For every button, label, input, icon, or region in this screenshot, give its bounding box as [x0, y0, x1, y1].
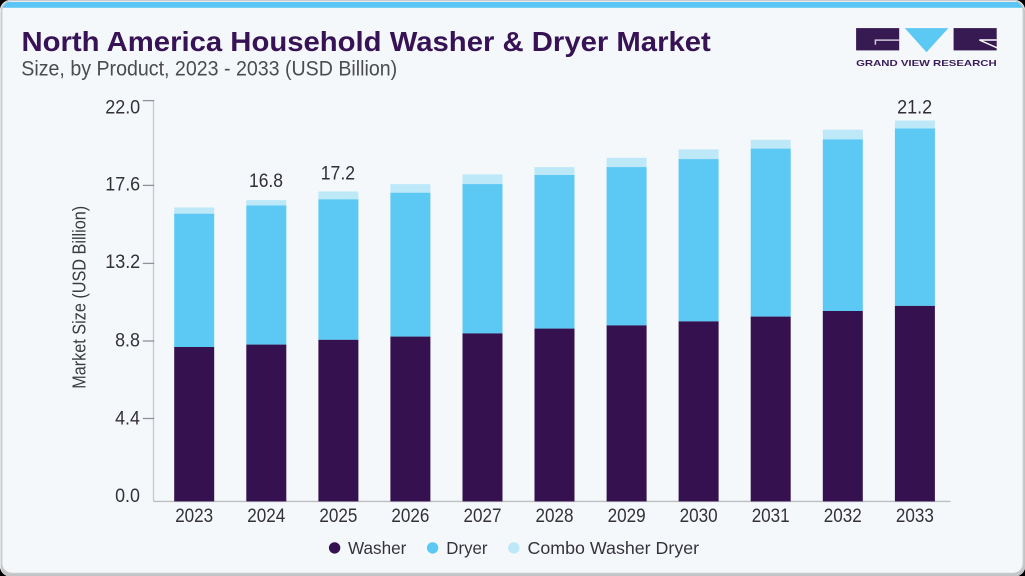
- svg-text:Size, by Product, 2023 - 2033: Size, by Product, 2023 - 2033 (USD Billi…: [21, 58, 397, 81]
- svg-text:North America Household Washer: North America Household Washer & Dryer M…: [22, 26, 711, 57]
- svg-text:2027: 2027: [464, 505, 502, 527]
- svg-text:0.0: 0.0: [115, 485, 140, 507]
- svg-text:2029: 2029: [608, 505, 646, 527]
- svg-text:8.8: 8.8: [115, 329, 140, 351]
- svg-text:22.0: 22.0: [105, 96, 140, 118]
- svg-text:Washer: Washer: [348, 538, 407, 558]
- svg-text:16.8: 16.8: [249, 170, 283, 192]
- svg-text:21.2: 21.2: [897, 96, 932, 118]
- svg-text:2028: 2028: [536, 505, 574, 527]
- svg-text:2025: 2025: [319, 505, 357, 527]
- svg-text:2030: 2030: [680, 505, 718, 527]
- svg-text:2023: 2023: [175, 505, 213, 527]
- svg-text:17.6: 17.6: [105, 174, 140, 196]
- svg-text:13.2: 13.2: [105, 251, 140, 273]
- svg-text:4.4: 4.4: [115, 407, 140, 429]
- svg-text:2026: 2026: [391, 505, 429, 527]
- svg-text:Dryer: Dryer: [446, 538, 487, 558]
- svg-text:GRAND VIEW RESEARCH: GRAND VIEW RESEARCH: [856, 59, 997, 68]
- svg-text:2033: 2033: [896, 505, 934, 527]
- svg-text:2032: 2032: [824, 505, 862, 527]
- svg-text:2024: 2024: [247, 505, 285, 527]
- svg-text:17.2: 17.2: [321, 162, 355, 184]
- svg-text:2031: 2031: [752, 505, 790, 527]
- svg-text:Combo Washer Dryer: Combo Washer Dryer: [528, 538, 700, 558]
- svg-text:Market Size (USD Billion): Market Size (USD Billion): [69, 206, 90, 389]
